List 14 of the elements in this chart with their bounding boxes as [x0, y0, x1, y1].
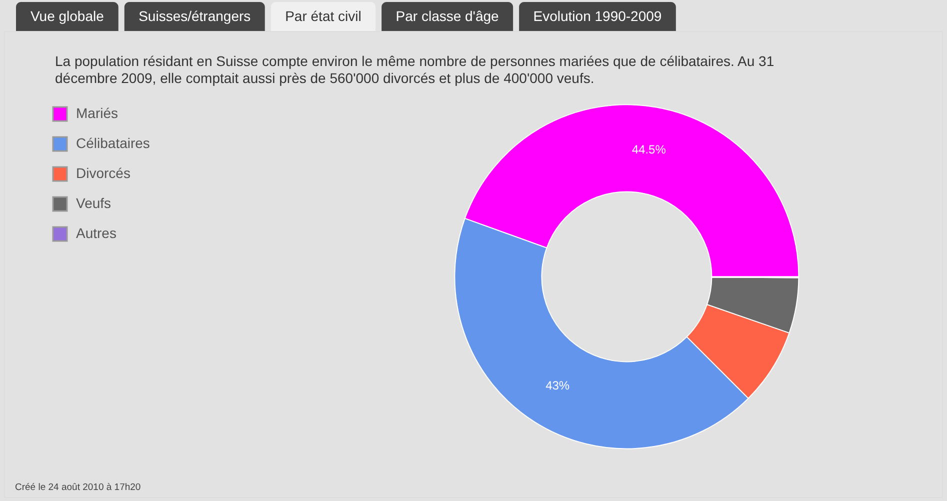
text: Par classe d'âge [396, 8, 500, 24]
legend-label: Célibataires [76, 135, 150, 151]
text: Suisses/étrangers [138, 8, 251, 24]
text: Créé le 24 août 2010 à 17h20 [15, 482, 141, 493]
legend-label: Autres [76, 225, 116, 241]
data-label: 44.5% [632, 142, 666, 157]
chart-subtitle: La population résidant en Suisse compte environ le même nombre de personnes mariées que de célibataires. Au 31 décembre 2009, elle comptait aussi près de 560'000 divorcés et plus de 400'000 veufs. [55, 53, 774, 86]
data-label: 43% [546, 378, 570, 393]
text: Evolution 1990-2009 [533, 8, 662, 24]
text: Par état civil [285, 8, 362, 24]
legend-label: Mariés [76, 105, 118, 121]
text: Vue globale [30, 8, 104, 24]
legend-label: Veufs [76, 195, 112, 211]
legend-label: Divorcés [76, 165, 130, 181]
